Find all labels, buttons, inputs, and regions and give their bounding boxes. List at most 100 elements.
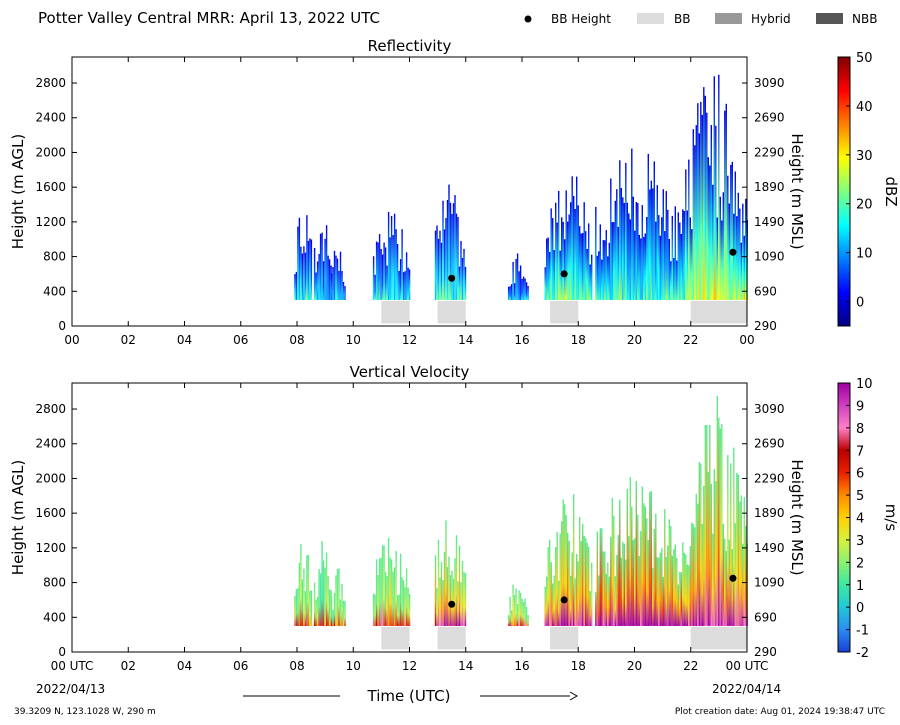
- precip-streak: [709, 425, 711, 626]
- precip-streak: [671, 215, 673, 300]
- y-tick-label: 800: [43, 576, 66, 590]
- precip-streak: [685, 169, 687, 300]
- bright-band-marker: [690, 300, 747, 324]
- precip-streak: [392, 571, 394, 626]
- precip-streak: [644, 506, 646, 626]
- y-tick-label-right: 1490: [754, 541, 785, 555]
- precip-streak: [585, 231, 587, 300]
- precip-streak: [458, 266, 461, 300]
- precip-streak: [586, 249, 588, 300]
- precip-streak: [712, 533, 714, 626]
- y-tick-label: 400: [43, 284, 66, 298]
- precip-streak: [313, 582, 316, 626]
- precip-streak: [335, 575, 337, 626]
- precip-streak: [662, 189, 664, 300]
- x-tick-label: 18: [571, 659, 586, 673]
- precip-streak: [689, 546, 691, 626]
- precip-streak: [513, 283, 516, 300]
- precip-streak: [310, 590, 313, 626]
- colorbar-tick-label: 0: [856, 296, 864, 311]
- x-tick-label: 02: [121, 333, 136, 347]
- y-tick-label: 2000: [35, 145, 66, 159]
- precip-streak: [574, 578, 576, 626]
- precip-streak: [710, 125, 712, 300]
- bb-height-point: [729, 574, 737, 582]
- precip-streak: [512, 262, 514, 300]
- precip-streak: [683, 552, 685, 626]
- legend-nbb-swatch: [816, 13, 843, 24]
- precip-streak: [552, 583, 554, 626]
- precip-streak: [527, 286, 529, 300]
- precip-streak: [610, 178, 612, 300]
- precip-streak: [573, 196, 575, 300]
- precip-streak: [629, 477, 631, 626]
- precip-streak: [322, 261, 325, 300]
- precip-streak: [661, 217, 663, 300]
- precip-streak: [598, 575, 600, 626]
- y-tick-label: 1600: [35, 180, 66, 194]
- precip-streak: [700, 463, 702, 626]
- precip-streak: [552, 218, 554, 300]
- precip-streak: [442, 200, 444, 300]
- precip-streak: [626, 488, 628, 626]
- precip-streak: [742, 203, 744, 300]
- precip-streak: [695, 125, 697, 300]
- precip-streak: [333, 250, 336, 300]
- precip-streak: [568, 214, 570, 300]
- precip-streak: [677, 212, 679, 300]
- precip-streak: [579, 517, 581, 626]
- precip-streak: [395, 550, 397, 626]
- precip-streak: [736, 216, 738, 300]
- colorbar-tick-label: 6: [856, 467, 864, 482]
- precip-streak: [460, 241, 462, 300]
- y-tick-label-right: 2290: [754, 471, 785, 485]
- precip-streak: [325, 552, 328, 626]
- vertical-velocity-panel: Vertical Velocity04008001200160020002400…: [9, 363, 900, 673]
- bb-height-point: [448, 600, 456, 608]
- precip-streak: [380, 557, 382, 626]
- y-tick-label: 1200: [35, 541, 66, 555]
- precip-streak: [647, 540, 649, 626]
- precip-streak: [339, 599, 342, 626]
- precip-streak: [378, 234, 381, 300]
- precip-streak: [306, 215, 308, 300]
- precip-streak: [313, 248, 316, 300]
- colorbar-tick-label: 3: [856, 534, 864, 549]
- precip-streak: [591, 254, 593, 300]
- precip-streak: [734, 171, 736, 300]
- precip-streak: [328, 589, 331, 626]
- precip-streak: [614, 576, 616, 626]
- precip-streak: [404, 587, 406, 626]
- precip-streak: [510, 284, 513, 300]
- precip-streak: [691, 229, 693, 300]
- x-tick-label: 22: [683, 659, 698, 673]
- precip-streak: [377, 242, 379, 300]
- precip-streak: [682, 542, 684, 626]
- y-tick-label-right: 3090: [754, 402, 785, 416]
- precip-streak: [457, 217, 459, 300]
- precip-streak: [580, 541, 582, 626]
- precip-streak: [736, 472, 738, 626]
- y-tick-label-right: 690: [754, 610, 777, 624]
- precip-streak: [692, 524, 694, 626]
- colorbar-gradient: [837, 56, 851, 327]
- precip-streak: [553, 575, 555, 626]
- precip-streak: [599, 224, 601, 300]
- precip-streak: [405, 252, 408, 300]
- y-tick-label-right: 1490: [754, 215, 785, 229]
- precip-streak: [408, 269, 411, 300]
- precip-streak: [637, 203, 639, 300]
- precip-streak: [619, 499, 621, 626]
- precip-streak: [628, 535, 630, 626]
- precip-streak: [611, 497, 613, 626]
- precip-streak: [665, 191, 667, 300]
- precip-streak: [322, 560, 325, 626]
- precip-streak: [638, 556, 640, 626]
- legend-bb-swatch: [637, 13, 664, 24]
- precip-streak: [463, 248, 465, 300]
- precip-streak: [455, 535, 458, 626]
- precip-streak: [396, 244, 399, 300]
- precip-streak: [401, 577, 403, 626]
- precip-streak: [583, 202, 585, 300]
- precip-streak: [677, 584, 679, 626]
